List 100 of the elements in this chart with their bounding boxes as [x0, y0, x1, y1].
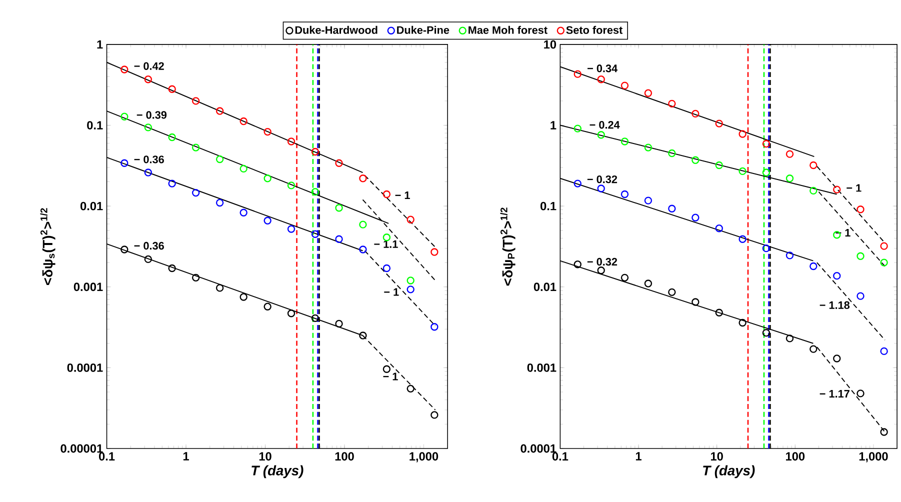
point [359, 220, 367, 229]
point [668, 288, 676, 296]
point [287, 310, 296, 318]
point [880, 347, 888, 356]
legend-label: Mae Moh forest [468, 26, 548, 34]
point [856, 252, 864, 260]
point [264, 174, 272, 182]
point [620, 274, 629, 282]
point [856, 390, 864, 398]
y-tick-label: 0.0001 [520, 444, 556, 453]
point [311, 188, 320, 196]
point [335, 159, 343, 168]
point [240, 208, 248, 217]
series-label: − 0.32 [587, 258, 618, 266]
point [574, 124, 582, 132]
x-axis-title: T (days) [703, 465, 755, 478]
point [168, 85, 176, 94]
point [880, 258, 888, 266]
point [668, 204, 676, 213]
point [833, 186, 841, 194]
x-tick-label: 1,000 [410, 452, 438, 462]
y-tick-label: 0.00001 [60, 444, 103, 453]
point [192, 189, 200, 197]
series-label: − 1.1 [374, 240, 398, 248]
y-tick-label: 10 [544, 40, 556, 49]
point [715, 120, 723, 128]
y-tick-label: 1 [97, 40, 103, 49]
legend-label: Duke-Pine [397, 26, 450, 34]
x-axis-title: T (days) [252, 465, 304, 478]
point [382, 264, 391, 272]
point [216, 107, 224, 115]
series-label: − 0.32 [587, 176, 618, 184]
point [144, 168, 152, 176]
series-label: − 0.39 [136, 111, 167, 119]
point [264, 302, 272, 311]
point [192, 274, 200, 282]
point [359, 332, 367, 340]
y-tick-label: 1 [550, 121, 556, 130]
legend-label: Duke-Hardwood [295, 26, 378, 34]
x-tick-label: 10 [710, 452, 723, 461]
point [833, 272, 841, 280]
point [810, 186, 818, 195]
point [120, 246, 128, 254]
point [120, 66, 128, 74]
point [810, 262, 818, 270]
point [597, 266, 605, 274]
point [144, 76, 152, 84]
point [382, 190, 391, 198]
point [692, 298, 700, 306]
y-tick-label: 0.01 [80, 202, 103, 210]
point [786, 174, 794, 182]
series-label: − 1.18 [820, 301, 850, 310]
y-axis-title: <δψ$_{s}$(T)$^{2}$>$^{1/2}$ [40, 208, 56, 286]
point [810, 345, 818, 353]
point [597, 76, 605, 84]
y-tick-label: 0.001 [74, 282, 103, 292]
point [738, 235, 746, 244]
series-label: − 1 [383, 372, 398, 380]
point [880, 428, 888, 436]
point [120, 112, 128, 121]
point [240, 118, 248, 126]
point [856, 292, 864, 300]
series-label: − 1 [846, 184, 862, 192]
point [833, 354, 841, 362]
point [311, 314, 320, 322]
point [264, 216, 272, 225]
point [216, 284, 224, 292]
x-tick-label: 10 [259, 452, 272, 461]
x-tick-label: 0.1 [98, 452, 115, 461]
point [620, 190, 629, 198]
y-tick-label: 0.0001 [67, 364, 103, 372]
point [120, 159, 128, 168]
point [574, 180, 582, 188]
point [216, 198, 224, 207]
x-tick-label: 0.1 [552, 452, 568, 461]
x-tick-label: 100 [786, 452, 805, 461]
point [335, 320, 343, 328]
point [620, 138, 629, 146]
point [287, 225, 296, 233]
point [192, 97, 200, 105]
point [192, 144, 200, 152]
point [738, 130, 746, 138]
x-tick-label: 1 [183, 452, 189, 460]
series-label: − 0.24 [590, 121, 620, 129]
point [786, 334, 794, 342]
y-tick-label: 0.001 [527, 364, 556, 372]
point [430, 248, 438, 256]
point [692, 110, 700, 118]
point [644, 144, 652, 152]
point [597, 184, 605, 192]
point [856, 206, 864, 214]
point [359, 174, 367, 182]
point [738, 167, 746, 176]
point [668, 150, 676, 158]
point [644, 89, 652, 98]
point [311, 230, 320, 238]
point [786, 252, 794, 260]
series-label: − 1.17 [820, 390, 850, 398]
y-axis-title: <δψ$_{P}$(T)$^{2}$>$^{1/2}$ [500, 208, 516, 286]
point [644, 280, 652, 288]
